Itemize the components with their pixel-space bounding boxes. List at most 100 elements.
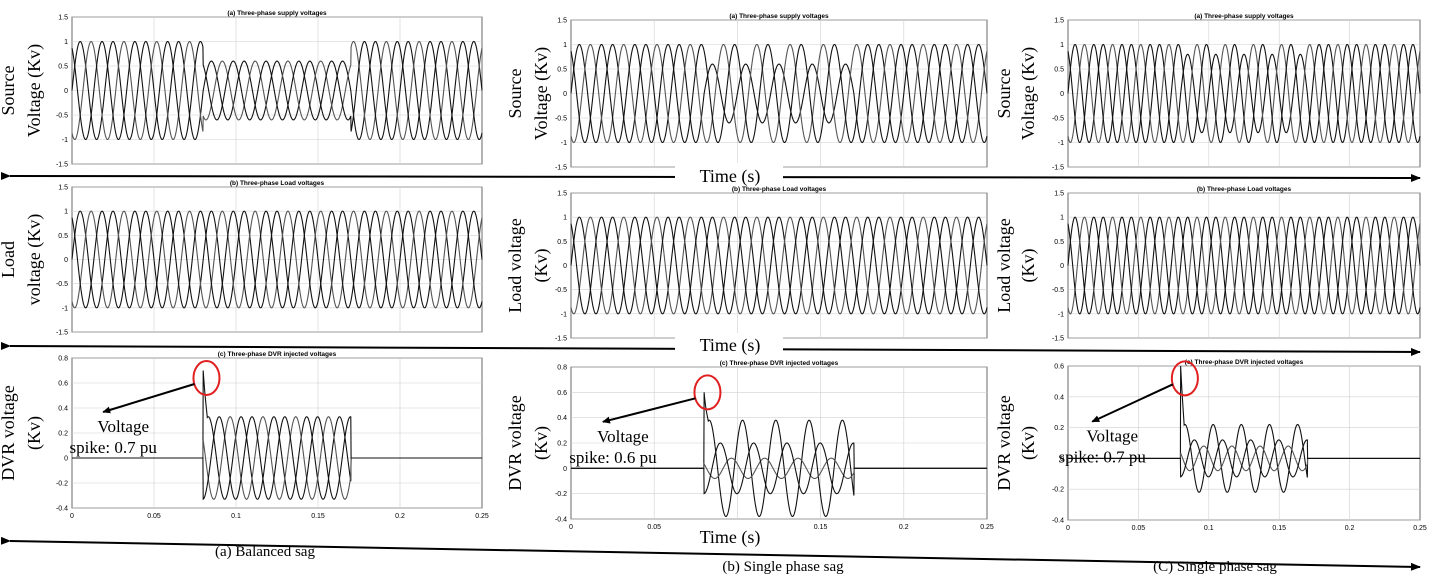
annotation-text: spike: 0.6 pu <box>569 448 657 467</box>
phase-waveform <box>571 442 987 495</box>
caption-b: (b) Single phase sag <box>722 559 844 575</box>
x-tick-label: 0.05 <box>647 524 661 531</box>
y-axis-label: Voltage (Kv) <box>24 44 45 137</box>
y-tick-label: 0 <box>64 88 68 95</box>
x-tick-label: 0.05 <box>147 513 161 520</box>
panel-title: (a) Three-phase supply voltages <box>729 13 829 20</box>
x-tick-label: 0.15 <box>311 513 325 520</box>
y-tick-label: 0 <box>1060 263 1064 270</box>
panel-title: (c) Three-phase DVR injected voltages <box>1185 359 1304 366</box>
y-tick-label: 0.4 <box>557 415 567 422</box>
caption-c: (C) Single phase sag <box>1153 559 1277 575</box>
y-tick-label: -1.5 <box>56 162 68 169</box>
annotation-text: Voltage <box>597 427 649 446</box>
y-tick-label: -1.5 <box>1052 336 1064 343</box>
time-label-row1: Time (s) <box>700 166 761 187</box>
panel-2-1: 1.5 1 0.5 0 -0.5 -1 -1.5 (b) Three-phase Load v… <box>994 186 1421 343</box>
x-tick-label: 0.25 <box>980 524 994 531</box>
y-axis-label: Source <box>994 68 1014 118</box>
y-tick-label: 0.5 <box>1054 67 1064 74</box>
y-tick-label: -0.5 <box>1052 287 1064 294</box>
phase-waveform <box>71 210 483 309</box>
x-tick-label: 0 <box>1066 525 1070 532</box>
annotation-text: Voltage <box>1086 427 1138 446</box>
panel-title: (b) Three-phase Load voltages <box>732 186 827 193</box>
y-tick-label: 1 <box>563 215 567 222</box>
caption-a: (a) Balanced sag <box>215 544 315 560</box>
y-tick-label: 1 <box>1060 42 1064 49</box>
y-axis-label: Voltage (Kv) <box>531 47 552 140</box>
x-tick-label: 0.25 <box>1413 525 1427 532</box>
annotation-text: spike: 0.7 pu <box>1059 448 1147 467</box>
y-tick-label: 1.5 <box>557 191 567 198</box>
time-label-row3: Time (s) <box>700 527 761 548</box>
y-tick-label: 0 <box>563 466 567 473</box>
y-axis-label: (Kv) <box>1018 249 1039 283</box>
y-tick-label: 0 <box>64 257 68 264</box>
panel-0-0: 1.5 1 0.5 0 -0.5 -1 -1.5 (a) Three-phase supply… <box>0 10 483 169</box>
x-tick-label: 0.1 <box>1204 525 1214 532</box>
phase-waveform <box>72 416 482 501</box>
panel-title: (c) Three-phase DVR injected voltages <box>218 351 337 358</box>
y-tick-label: 1 <box>563 42 567 49</box>
y-axis-label: Load voltage <box>505 218 525 312</box>
y-tick-label: -0.5 <box>1052 116 1064 123</box>
y-axis-label: (Kv) <box>24 416 45 450</box>
annotation-arrow <box>102 383 195 414</box>
x-tick-label: 0.2 <box>395 513 405 520</box>
y-tick-label: 1.5 <box>557 18 567 25</box>
annotation-text: Voltage <box>97 417 149 436</box>
y-tick-label: 0 <box>1060 91 1064 98</box>
spike-highlight-circle <box>1170 360 1199 397</box>
y-tick-label: 0.5 <box>58 233 68 240</box>
y-tick-label: 0 <box>1060 456 1064 463</box>
x-tick-label: 0.2 <box>1345 525 1355 532</box>
phase-waveform <box>1068 439 1420 478</box>
y-axis-label: DVR voltage <box>505 395 525 490</box>
panel-title: (a) Three-phase supply voltages <box>1194 13 1294 20</box>
y-tick-label: -0.2 <box>555 491 567 498</box>
y-axis-label: DVR voltage <box>0 385 18 480</box>
y-tick-label: 0.4 <box>1054 394 1064 401</box>
overlay-layer: Time (s) Time (s) Time (s) (a) Balanced … <box>0 163 1421 575</box>
spike-highlight-circle <box>192 360 221 396</box>
y-tick-label: 0.2 <box>58 431 68 438</box>
panel-title: (c) Three-phase DVR injected voltages <box>720 360 839 367</box>
y-tick-label: -1.5 <box>56 330 68 337</box>
y-tick-label: 1 <box>64 39 68 46</box>
y-tick-label: 0 <box>563 263 567 270</box>
y-tick-label: -0.5 <box>555 116 567 123</box>
y-tick-label: -1 <box>1058 311 1064 318</box>
y-axis-label: (Kv) <box>1018 426 1039 460</box>
x-tick-label: 0.25 <box>475 513 489 520</box>
y-tick-label: 0.6 <box>1054 364 1064 371</box>
y-tick-label: 1.5 <box>1054 18 1064 25</box>
x-tick-label: 0.05 <box>1132 525 1146 532</box>
y-tick-label: 1.5 <box>58 15 68 22</box>
panel-1-0: 1.5 1 0.5 0 -0.5 -1 -1.5 (a) Three-phase supply… <box>505 13 988 172</box>
panel-title: (b) Three-phase Load voltages <box>1197 186 1292 193</box>
phase-waveform <box>1067 43 1421 144</box>
y-tick-label: 0.6 <box>557 390 567 397</box>
y-axis-label: (Kv) <box>531 426 552 460</box>
panel-2-0: 1.5 1 0.5 0 -0.5 -1 -1.5 (a) Three-phase supply… <box>994 13 1421 172</box>
y-tick-label: -0.4 <box>56 506 68 513</box>
y-axis-label: Source <box>505 68 525 118</box>
x-tick-label: 0.1 <box>231 513 241 520</box>
y-tick-label: -0.5 <box>56 113 68 120</box>
y-tick-label: 0.5 <box>557 67 567 74</box>
panel-1-1: 1.5 1 0.5 0 -0.5 -1 -1.5 (b) Three-phase Load v… <box>505 186 988 343</box>
y-tick-label: -0.2 <box>1052 487 1064 494</box>
y-axis-label: Load voltage <box>994 218 1014 312</box>
y-axis-label: Voltage (Kv) <box>1018 47 1039 140</box>
y-tick-label: 0.5 <box>557 239 567 246</box>
y-tick-label: 1 <box>64 209 68 216</box>
y-tick-label: -1 <box>561 140 567 147</box>
y-tick-label: -1.5 <box>555 336 567 343</box>
phase-waveform <box>1067 216 1421 315</box>
y-tick-label: 1.5 <box>1054 191 1064 198</box>
y-tick-label: 0.4 <box>58 406 68 413</box>
time-arrow-row3 <box>0 536 1421 571</box>
annotation-arrow <box>1091 383 1174 423</box>
